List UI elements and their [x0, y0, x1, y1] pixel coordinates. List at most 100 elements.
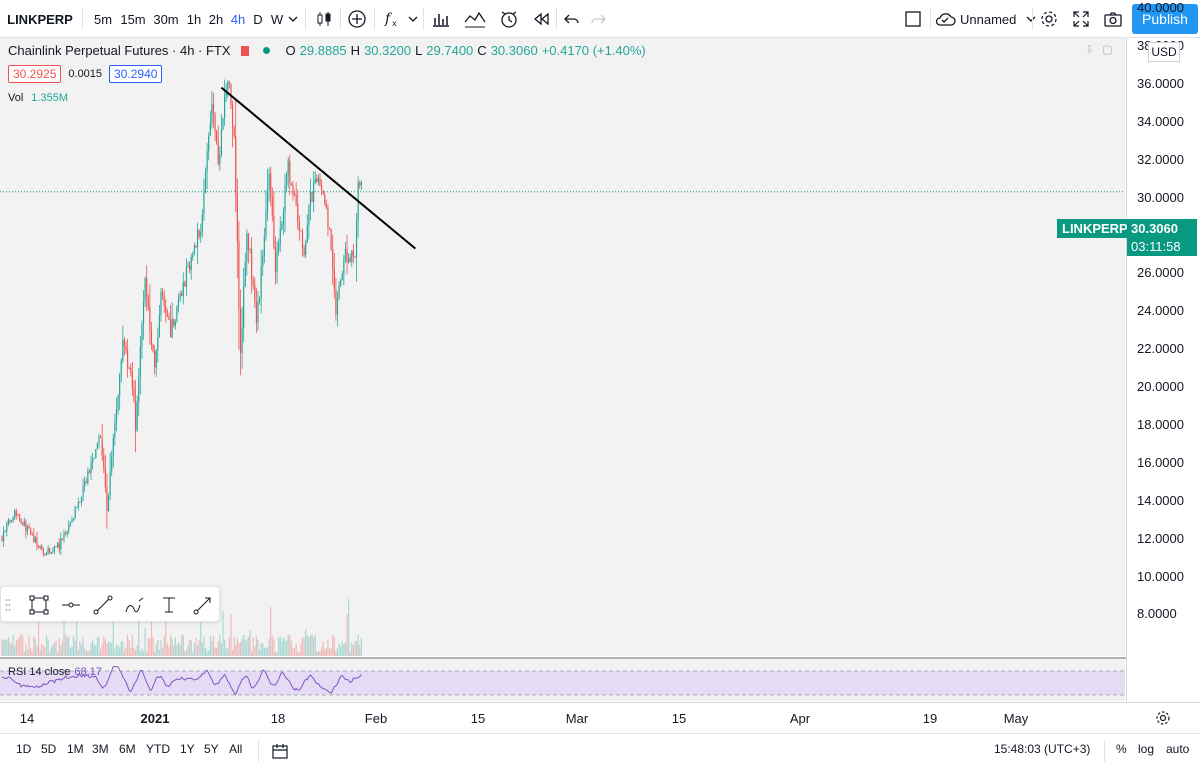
drag-handle-icon[interactable]	[3, 593, 13, 617]
volume-bar	[144, 627, 146, 656]
auto-toggle[interactable]: auto	[1166, 742, 1190, 756]
volume-bar	[348, 599, 350, 656]
indicator-chart-icon[interactable]	[462, 4, 488, 34]
percent-toggle[interactable]: %	[1116, 742, 1127, 756]
interval-5m[interactable]: 5m	[93, 11, 113, 27]
symbol-label: LINKPERP	[7, 11, 73, 27]
clock[interactable]: 15:48:03 (UTC+3)	[994, 742, 1091, 756]
volume-bar	[166, 643, 168, 656]
volume-bar	[279, 636, 281, 656]
candle-body	[42, 549, 44, 554]
interval-1h[interactable]: 1h	[186, 11, 202, 27]
interval-w[interactable]: W	[270, 11, 284, 27]
volume-bar	[60, 645, 62, 656]
interval-d[interactable]: D	[253, 11, 263, 27]
layout-name-button[interactable]: Unnamed	[934, 4, 1036, 34]
interval-30m[interactable]: 30m	[153, 11, 179, 27]
symbol-search-button[interactable]: LINKPERP	[4, 4, 76, 34]
buy-price-button[interactable]: 30.2940	[109, 65, 163, 83]
replay-icon[interactable]	[528, 4, 554, 34]
candle-body	[41, 546, 43, 550]
candle-body	[211, 104, 213, 124]
volume-bar	[338, 643, 340, 656]
candle-body	[276, 251, 278, 273]
horizontal-line-icon[interactable]	[59, 593, 83, 617]
candle-body	[325, 204, 327, 209]
sell-price-button[interactable]: 30.2925	[8, 65, 62, 83]
change-value: +0.4170 (+1.40%)	[541, 43, 646, 58]
volume-bar	[25, 643, 27, 656]
price-tick: 16.0000	[1137, 454, 1184, 470]
trend-line[interactable]	[220, 86, 417, 250]
candle-body	[316, 178, 318, 182]
layout-square-icon[interactable]	[900, 4, 926, 34]
range-ytd[interactable]: YTD	[146, 742, 170, 756]
pane-divider[interactable]	[0, 657, 1126, 659]
volume-bar	[53, 642, 56, 656]
volume-bar	[125, 647, 127, 656]
toolbar-divider	[1104, 740, 1105, 762]
chevron-down-icon[interactable]	[286, 4, 300, 34]
volume-bar	[357, 634, 359, 656]
candle-body	[90, 463, 92, 474]
alert-icon[interactable]	[496, 4, 522, 34]
range-1d[interactable]: 1D	[16, 742, 32, 756]
range-1m[interactable]: 1M	[67, 742, 84, 756]
range-all[interactable]: All	[229, 742, 243, 756]
flag-icon[interactable]	[240, 45, 249, 56]
axis-settings-icon[interactable]	[1155, 710, 1171, 731]
candle-body	[266, 188, 269, 212]
volume-value: 1.355M	[31, 92, 68, 104]
scroll-down-icon[interactable]: ⇩	[1085, 44, 1095, 56]
candle-body	[198, 229, 200, 237]
volume-bar	[317, 651, 320, 656]
range-6m[interactable]: 6M	[119, 742, 136, 756]
candle-body	[290, 182, 292, 185]
redo-icon[interactable]	[586, 4, 610, 34]
templates-icon[interactable]	[428, 4, 454, 34]
settings-icon[interactable]	[1036, 4, 1062, 34]
camera-icon[interactable]	[1100, 4, 1126, 34]
candle-body	[53, 546, 56, 550]
volume-bar	[63, 616, 65, 656]
log-toggle[interactable]: log	[1138, 742, 1155, 756]
volume-bar	[324, 649, 326, 656]
maximize-pane-icon[interactable]: ▢	[1102, 44, 1113, 56]
range-5y[interactable]: 5Y	[204, 742, 219, 756]
interval-4h[interactable]: 4h	[230, 11, 246, 27]
range-1y[interactable]: 1Y	[180, 742, 195, 756]
add-compare-icon[interactable]	[344, 4, 370, 34]
candle-body	[349, 257, 351, 262]
range-5d[interactable]: 5D	[41, 742, 57, 756]
price-axis[interactable]: 40.000038.000036.000034.000032.000030.00…	[1126, 0, 1200, 701]
candle-body	[219, 154, 221, 165]
chart-pane[interactable]: Chainlink Perpetual Futures · 4h · FTX O…	[0, 38, 1125, 656]
candles-icon[interactable]	[312, 4, 336, 34]
toolbar-divider	[930, 8, 931, 30]
candle-body	[80, 496, 83, 503]
time-axis[interactable]: 14 2021 18 Feb 15 Mar 15 Apr 19 May	[0, 702, 1200, 732]
volume-bar	[169, 634, 172, 656]
trend-line-icon[interactable]	[91, 593, 115, 617]
fullscreen-icon[interactable]	[1068, 4, 1094, 34]
volume-bar	[146, 651, 148, 656]
currency-button[interactable]: USD	[1148, 42, 1180, 62]
undo-icon[interactable]	[560, 4, 584, 34]
publish-button[interactable]: Publish	[1132, 4, 1198, 34]
interval-15m[interactable]: 15m	[120, 11, 146, 27]
go-to-date-icon[interactable]	[272, 743, 288, 764]
interval-2h[interactable]: 2h	[208, 11, 224, 27]
volume-bar	[241, 638, 243, 656]
text-tool-icon[interactable]	[157, 593, 181, 617]
volume-bar	[1, 638, 3, 656]
candle-body	[203, 193, 205, 215]
brush-tool-icon[interactable]	[123, 593, 147, 617]
rectangle-tool-icon[interactable]	[27, 593, 51, 617]
volume-bar	[181, 635, 183, 656]
rsi-pane[interactable]: RSI 14 close 68.17	[0, 659, 1125, 701]
candle-body	[103, 455, 105, 468]
ruler-tool-icon[interactable]	[191, 593, 215, 617]
chevron-down-icon[interactable]	[406, 4, 420, 34]
range-3m[interactable]: 3M	[92, 742, 109, 756]
